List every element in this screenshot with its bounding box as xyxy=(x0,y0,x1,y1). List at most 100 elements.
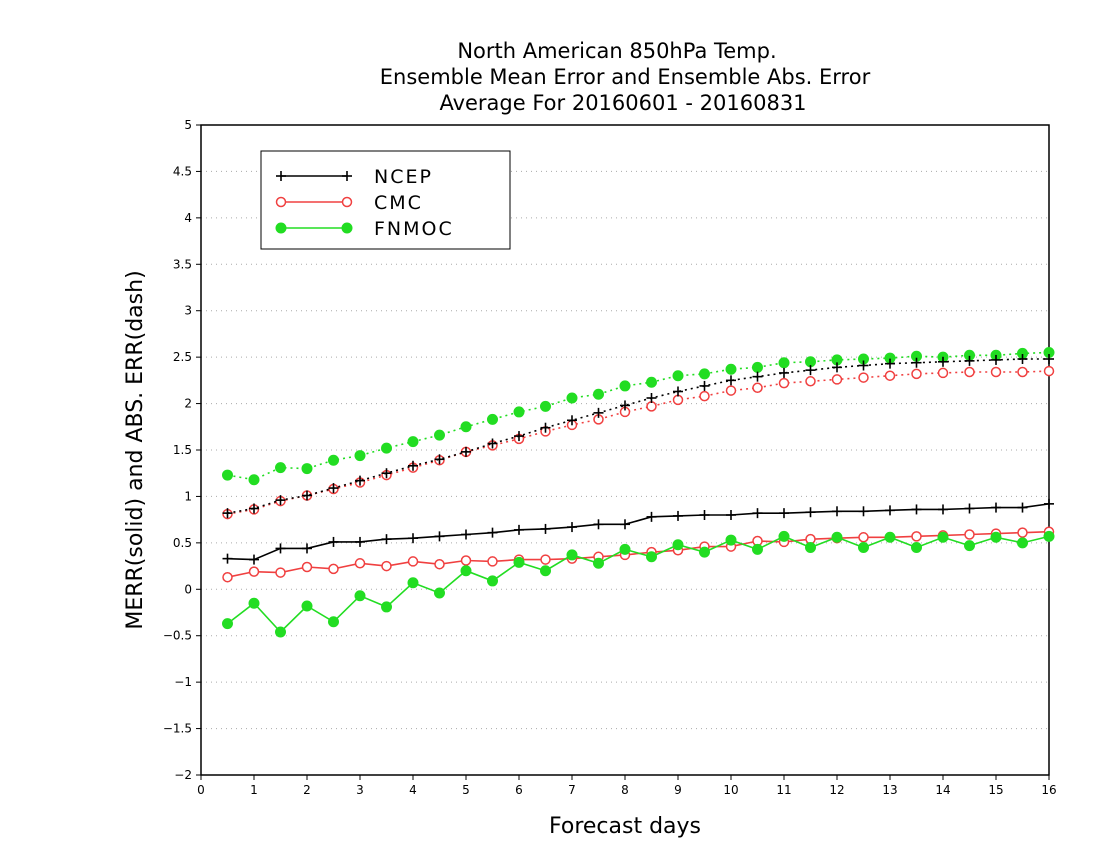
fnmoc-merr-point xyxy=(566,549,578,561)
cmc-merr-point xyxy=(858,532,869,543)
ncep-abs-err-point xyxy=(593,407,604,418)
ncep-abs-err-point xyxy=(885,358,895,369)
y-tick-label: 1 xyxy=(184,489,192,503)
ncep-abs-err-point xyxy=(514,431,524,442)
y-tick-label: 0.5 xyxy=(173,536,192,550)
cmc-merr-point xyxy=(301,561,313,573)
cmc-abs-err-line xyxy=(227,370,1050,515)
y-tick-label: 4.5 xyxy=(173,164,192,178)
cmc-abs-err-point xyxy=(672,394,684,406)
fnmoc-abs-err-point xyxy=(248,474,260,486)
fnmoc-abs-err-point xyxy=(540,400,551,412)
fnmoc-merr-point xyxy=(275,626,286,638)
fnmoc-merr-point xyxy=(354,590,366,602)
cmc-merr-point xyxy=(964,529,975,540)
ncep-abs-err-point xyxy=(964,355,975,366)
fnmoc-abs-err-point xyxy=(752,361,763,373)
fnmoc-merr-point xyxy=(646,551,657,563)
cmc-abs-err-point xyxy=(699,390,710,402)
ncep-merr-point xyxy=(593,519,604,530)
fnmoc-abs-err-point xyxy=(381,442,392,454)
cmc-merr-point xyxy=(275,567,286,578)
ncep-abs-err-point xyxy=(726,375,736,386)
fnmoc-merr-point xyxy=(911,542,922,553)
fnmoc-merr-point xyxy=(725,534,737,546)
cmc-merr-point xyxy=(540,554,551,565)
ncep-merr-point xyxy=(381,534,392,545)
ncep-merr-point xyxy=(302,543,312,554)
ncep-abs-err-point xyxy=(222,508,233,519)
cmc-abs-err-point xyxy=(1017,366,1028,378)
legend-label-ncep: NCEP xyxy=(374,166,433,188)
legend-marker-right xyxy=(341,196,353,208)
ncep-merr-line xyxy=(227,503,1050,561)
cmc-abs-err-point xyxy=(725,385,737,396)
ncep-merr-point xyxy=(514,524,524,535)
ncep-merr-point xyxy=(858,506,869,517)
ncep-merr-point xyxy=(938,504,948,515)
ncep-abs-err-point xyxy=(249,503,259,514)
x-tick-label: 3 xyxy=(356,783,364,797)
ncep-merr-point xyxy=(726,510,736,520)
ncep-merr-point xyxy=(779,508,789,519)
fnmoc-abs-err-point xyxy=(222,469,233,481)
ncep-abs-err-point xyxy=(620,400,630,411)
y-axis-ticks: −2 −1.5 −1 −0.5 0 0.5 1 1.5 2 2.5 3 3.5 4 4.5 5 xyxy=(163,118,201,782)
x-axis-ticks: 0 1 2 3 4 5 6 7 8 9 10 11 12 13 14 15 16 xyxy=(197,775,1057,797)
y-tick-label: −1 xyxy=(174,675,192,689)
ncep-merr-point xyxy=(964,503,975,514)
fnmoc-abs-err-point xyxy=(513,406,525,418)
ncep-abs-err-point xyxy=(540,422,551,433)
ncep-abs-err-point xyxy=(355,475,365,486)
ncep-merr-point xyxy=(646,511,657,522)
ncep-abs-err-point xyxy=(991,354,1001,365)
fnmoc-merr-point xyxy=(778,530,790,542)
cmc-abs-err-point xyxy=(646,401,657,412)
x-tick-label: 5 xyxy=(462,783,470,797)
legend-item-cmc: CMC xyxy=(275,192,421,214)
ncep-merr-point xyxy=(487,527,498,538)
x-tick-label: 10 xyxy=(723,783,738,797)
chart-title-line-1: North American 850hPa Temp. xyxy=(457,39,776,63)
ncep-merr-point xyxy=(699,510,710,520)
fnmoc-merr-point xyxy=(460,565,472,577)
legend-marker-left xyxy=(276,171,286,181)
y-tick-label: 2.5 xyxy=(173,350,192,364)
y-tick-label: 0 xyxy=(184,582,192,596)
fnmoc-merr-point xyxy=(990,531,1002,543)
y-tick-label: −1.5 xyxy=(163,722,192,736)
cmc-abs-err-point xyxy=(884,370,896,381)
ncep-abs-err-point xyxy=(328,483,339,494)
x-tick-label: 14 xyxy=(935,783,950,797)
cmc-merr-point xyxy=(911,531,922,542)
fnmoc-abs-err-point xyxy=(301,463,313,475)
x-tick-label: 13 xyxy=(882,783,897,797)
x-tick-label: 8 xyxy=(621,783,629,797)
ncep-abs-err-point xyxy=(752,371,763,382)
fnmoc-abs-err-point xyxy=(778,357,790,369)
ncep-merr-point xyxy=(832,506,842,517)
ncep-abs-err-point xyxy=(832,362,842,373)
fnmoc-merr-point xyxy=(407,577,419,589)
fnmoc-merr-point xyxy=(487,575,498,587)
ncep-merr-point xyxy=(328,536,339,547)
fnmoc-merr-point xyxy=(831,531,843,543)
series-ncep xyxy=(222,354,1054,565)
x-tick-label: 15 xyxy=(988,783,1003,797)
y-tick-label: 4 xyxy=(184,211,192,225)
legend-marker-right xyxy=(341,222,353,234)
ncep-merr-point xyxy=(222,553,233,564)
x-tick-label: 2 xyxy=(303,783,311,797)
fnmoc-abs-err-point xyxy=(487,413,498,425)
ncep-abs-err-point xyxy=(858,360,869,371)
ncep-merr-point xyxy=(620,519,630,530)
ncep-abs-err-point xyxy=(302,490,312,501)
y-tick-label: 3.5 xyxy=(173,257,192,271)
cmc-merr-line xyxy=(227,530,1050,578)
series-fnmoc xyxy=(222,347,1055,638)
fnmoc-abs-err-point xyxy=(407,436,419,448)
ncep-merr-point xyxy=(673,510,683,521)
cmc-merr-point xyxy=(328,563,339,575)
fnmoc-merr-point xyxy=(513,556,525,568)
